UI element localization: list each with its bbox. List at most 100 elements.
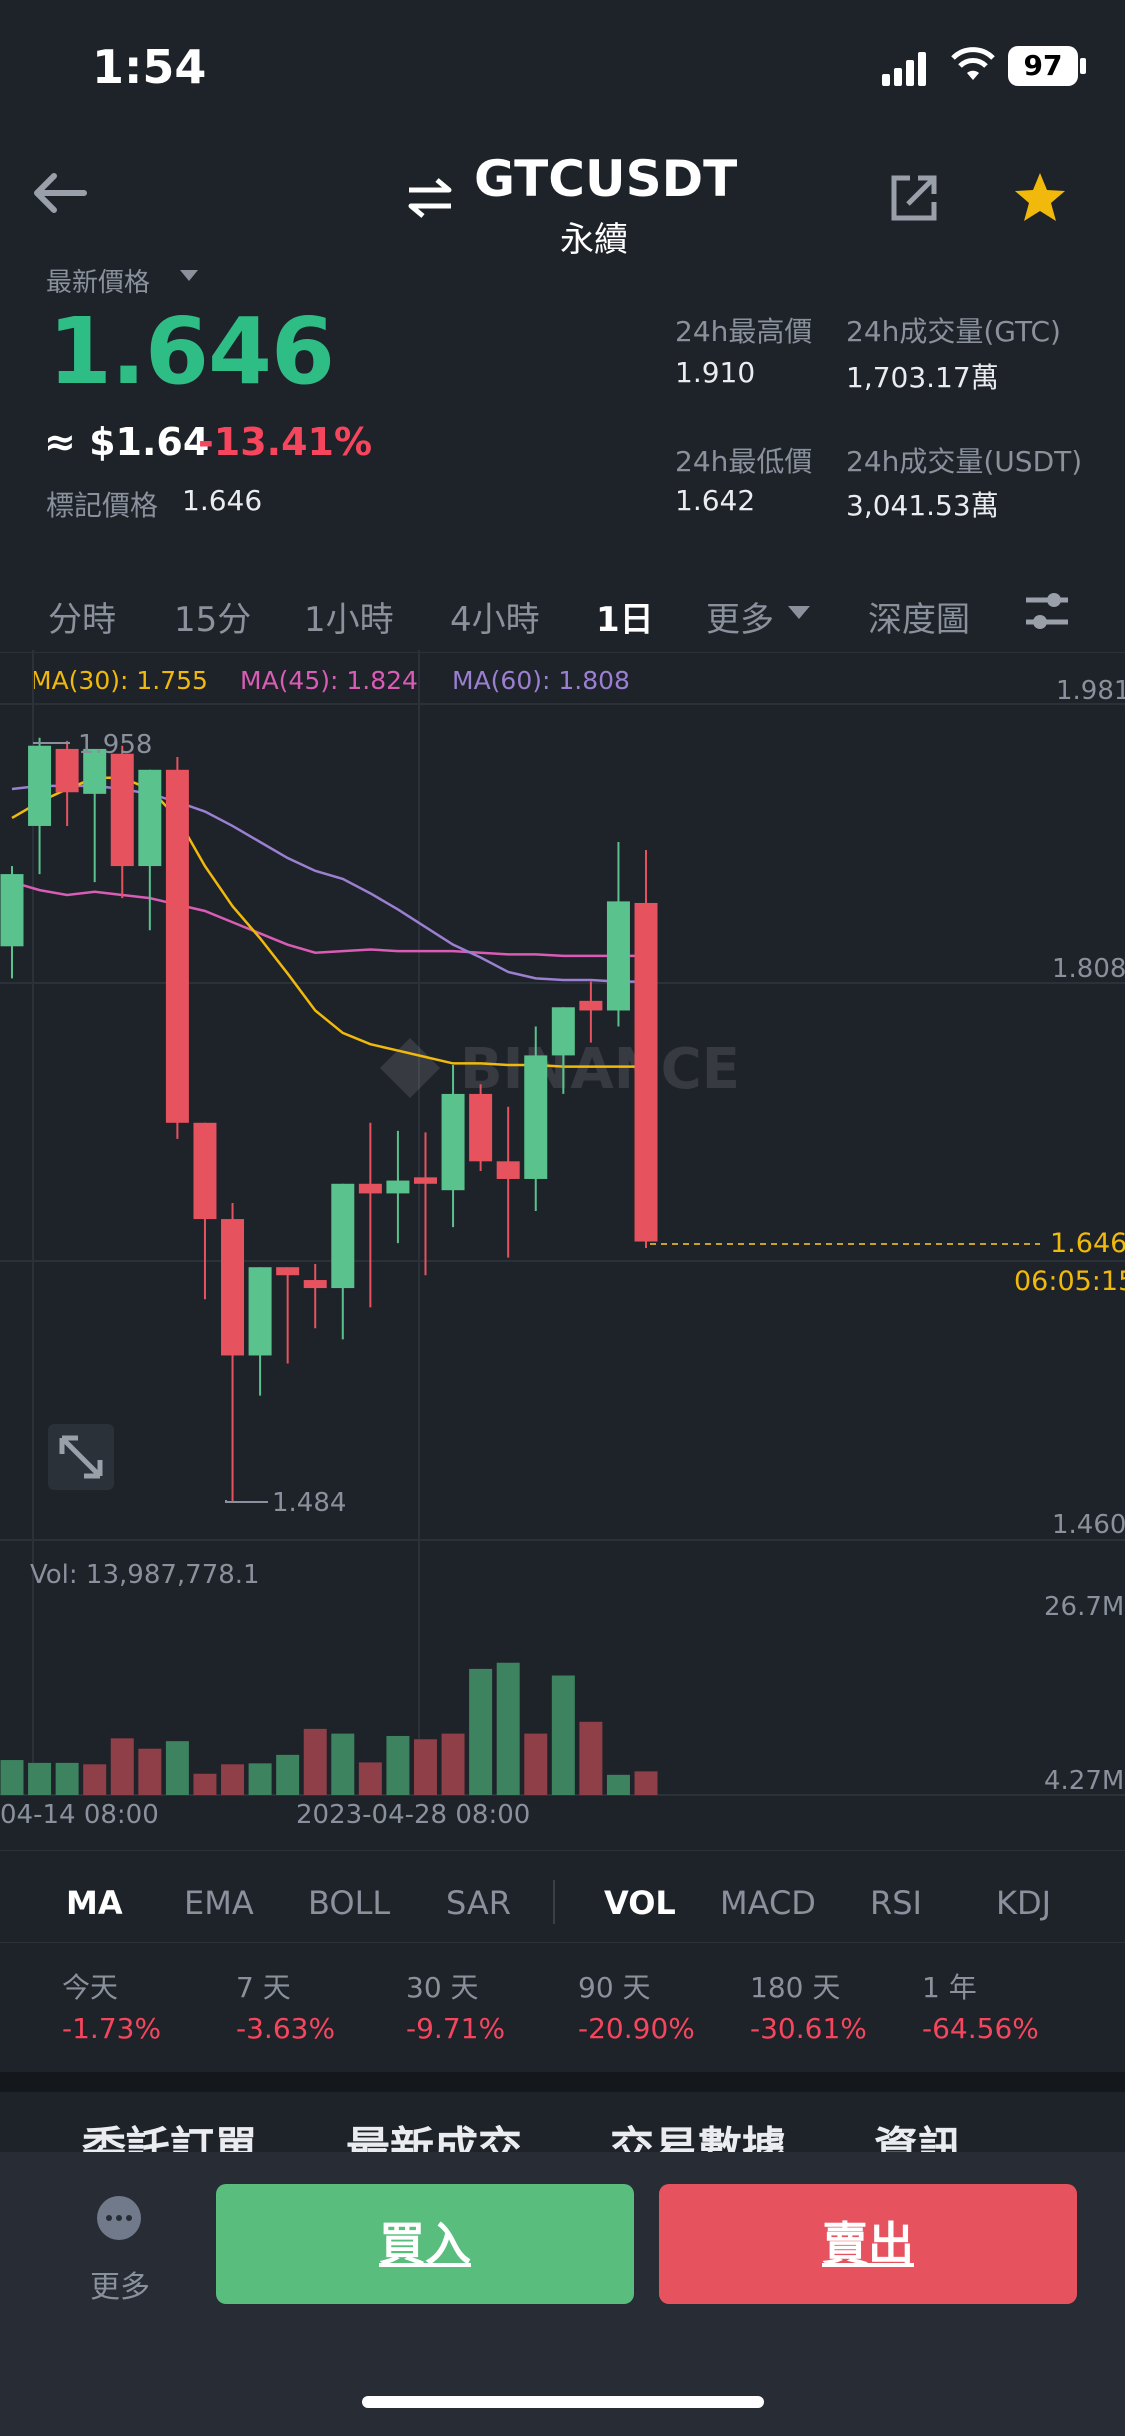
indicator-ma[interactable]: MA bbox=[66, 1884, 123, 1922]
candle bbox=[606, 841, 630, 1027]
y-tick-bottom: 1.460 bbox=[1052, 1510, 1125, 1540]
more-dots-icon[interactable] bbox=[97, 2196, 141, 2240]
candle bbox=[28, 737, 52, 875]
perf-value: -20.90% bbox=[578, 2012, 695, 2045]
candle-body bbox=[193, 1122, 217, 1220]
chevron-down-icon[interactable] bbox=[788, 606, 810, 619]
indicator-divider bbox=[0, 1942, 1125, 1943]
share-icon[interactable] bbox=[888, 172, 940, 224]
low-marker-label: 1.484 bbox=[272, 1488, 347, 1518]
perf-label: 7 天 bbox=[236, 1971, 291, 2004]
svg-text:BINANCE: BINANCE bbox=[460, 1037, 740, 1102]
candle bbox=[221, 1203, 245, 1502]
buy-button[interactable]: 買入 bbox=[216, 2184, 634, 2304]
binance-watermark: BINANCE bbox=[380, 1037, 740, 1102]
y-tick-mid: 1.808 bbox=[1052, 954, 1125, 984]
candle bbox=[248, 1267, 272, 1396]
perf-label: 30 天 bbox=[406, 1971, 479, 2004]
perf-value: -1.73% bbox=[62, 2012, 162, 2045]
volume-quote-label: 24h成交量(USDT) bbox=[846, 445, 1083, 478]
battery-nub bbox=[1080, 58, 1086, 74]
sell-button[interactable]: 賣出 bbox=[659, 2184, 1077, 2304]
ma30-legend: MA(30): 1.755 bbox=[30, 666, 208, 695]
indicator-sar[interactable]: SAR bbox=[446, 1884, 512, 1922]
indicator-vol[interactable]: VOL bbox=[604, 1884, 676, 1922]
current-price-tag: 1.646 bbox=[1046, 1228, 1125, 1259]
candle-body bbox=[469, 1093, 493, 1162]
tab-timeframe-15m[interactable]: 15分 bbox=[174, 600, 252, 640]
ma45-legend: MA(45): 1.824 bbox=[240, 666, 418, 695]
volume-quote-value: 3,041.53萬 bbox=[846, 489, 999, 522]
mark-price-value: 1.646 bbox=[182, 484, 263, 517]
fullscreen-button[interactable] bbox=[48, 1424, 114, 1490]
more-label[interactable]: 更多 bbox=[90, 2270, 150, 2305]
favorite-star-icon[interactable] bbox=[1012, 170, 1068, 226]
last-price: 1.646 bbox=[48, 298, 335, 405]
tab-timeframe-1d[interactable]: 1日 bbox=[596, 600, 654, 640]
candle-body bbox=[28, 745, 52, 826]
candle bbox=[55, 740, 79, 826]
candle-body bbox=[551, 1007, 575, 1056]
swap-icon[interactable] bbox=[405, 176, 455, 220]
perf-label: 180 天 bbox=[750, 1971, 841, 2004]
indicator-macd[interactable]: MACD bbox=[720, 1884, 816, 1922]
status-time: 1:54 bbox=[92, 40, 207, 94]
cellular-signal-icon bbox=[882, 50, 932, 86]
volume-bar bbox=[110, 1738, 134, 1795]
contract-type: 永續 bbox=[560, 220, 628, 260]
chevron-down-icon[interactable] bbox=[180, 270, 198, 281]
candle bbox=[524, 1026, 548, 1212]
candle-body bbox=[441, 1093, 465, 1191]
candle bbox=[469, 1084, 493, 1171]
volume-bar bbox=[579, 1721, 603, 1795]
volume-bar bbox=[496, 1662, 520, 1795]
ma30-line bbox=[11, 776, 647, 1068]
volume-bar bbox=[83, 1764, 107, 1795]
volume-tick-bottom: 4.27M bbox=[1044, 1766, 1125, 1796]
candlestick-chart[interactable]: BINANCE bbox=[0, 650, 1125, 1850]
latest-price-label[interactable]: 最新價格 bbox=[46, 268, 151, 298]
candle-body bbox=[0, 874, 24, 947]
candle bbox=[138, 769, 162, 931]
candle-body bbox=[413, 1177, 437, 1184]
usd-price: ≈ $1.64 bbox=[44, 420, 210, 464]
volume-bar bbox=[303, 1728, 327, 1795]
candle-body bbox=[496, 1161, 520, 1179]
chart-settings-icon[interactable] bbox=[1022, 588, 1072, 634]
candle bbox=[496, 1106, 520, 1258]
tab-depth-chart[interactable]: 深度圖 bbox=[868, 600, 970, 640]
y-tick-top: 1.981 bbox=[1056, 676, 1125, 706]
high-marker-label: 1.958 bbox=[78, 730, 153, 760]
volume-legend: Vol: 13,987,778.1 bbox=[30, 1560, 260, 1590]
tab-timeframe-4h[interactable]: 4小時 bbox=[450, 600, 540, 640]
volume-bar bbox=[165, 1741, 189, 1795]
battery-icon: 97 bbox=[1008, 46, 1078, 86]
ma60-legend: MA(60): 1.808 bbox=[452, 666, 630, 695]
symbol-title[interactable]: GTCUSDT bbox=[474, 150, 738, 208]
indicator-kdj[interactable]: KDJ bbox=[996, 1884, 1052, 1922]
indicator-boll[interactable]: BOLL bbox=[308, 1884, 391, 1922]
candle-body bbox=[634, 902, 658, 1242]
candle bbox=[276, 1267, 300, 1364]
tab-timeframe-more[interactable]: 更多 bbox=[706, 600, 774, 640]
perf-label: 今天 bbox=[62, 1971, 119, 2004]
indicator-rsi[interactable]: RSI bbox=[870, 1884, 922, 1922]
candle-countdown: 06:05:15 bbox=[1010, 1266, 1125, 1297]
candle bbox=[331, 1183, 355, 1340]
x-tick-left: 04-14 08:00 bbox=[0, 1800, 159, 1830]
tabs-divider bbox=[0, 652, 1125, 653]
tab-timeframe-1h[interactable]: 1小時 bbox=[304, 600, 394, 640]
candle bbox=[579, 981, 603, 1043]
volume-bar bbox=[634, 1771, 658, 1795]
home-indicator bbox=[362, 2396, 764, 2408]
candle-body bbox=[276, 1267, 300, 1276]
high-24h-label: 24h最高價 bbox=[675, 315, 813, 348]
volume-bar bbox=[551, 1675, 575, 1795]
high-24h-value: 1.910 bbox=[675, 356, 756, 389]
perf-value: -64.56% bbox=[922, 2012, 1039, 2045]
tab-timeframe-line[interactable]: 分時 bbox=[48, 600, 116, 640]
back-arrow-icon[interactable] bbox=[30, 168, 90, 218]
perf-value: -9.71% bbox=[406, 2012, 506, 2045]
mark-price-label: 標記價格 bbox=[46, 489, 159, 522]
indicator-ema[interactable]: EMA bbox=[184, 1884, 254, 1922]
